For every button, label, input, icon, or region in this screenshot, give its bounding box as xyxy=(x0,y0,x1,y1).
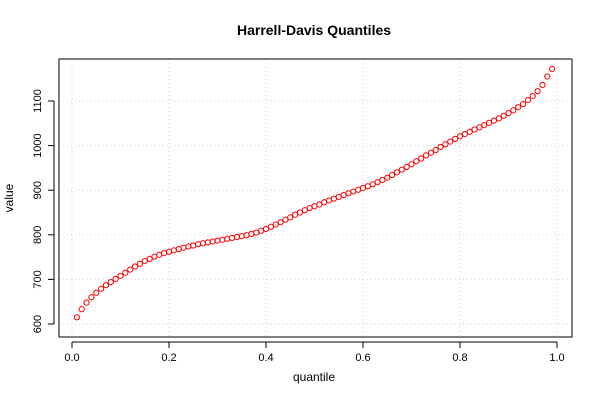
y-tick-label: 600 xyxy=(32,315,44,333)
data-point xyxy=(209,238,216,245)
data-point xyxy=(510,107,517,114)
data-point xyxy=(296,209,304,216)
data-point xyxy=(534,88,541,95)
data-point xyxy=(398,166,405,173)
data-point xyxy=(262,225,270,233)
x-tick-label: 0.0 xyxy=(64,352,79,364)
data-point xyxy=(490,117,498,124)
data-point xyxy=(539,81,546,89)
data-point xyxy=(437,143,444,151)
data-point xyxy=(495,115,502,122)
data-point xyxy=(112,275,119,283)
data-point xyxy=(519,101,527,108)
data-point xyxy=(316,201,323,208)
y-tick-label: 1100 xyxy=(32,89,44,113)
data-point xyxy=(442,141,449,148)
data-point xyxy=(408,161,415,168)
data-point xyxy=(486,119,493,126)
y-tick-label: 1000 xyxy=(32,133,44,157)
data-point xyxy=(393,169,401,176)
data-point xyxy=(224,235,231,242)
data-point xyxy=(384,174,391,181)
grid-lines xyxy=(59,59,572,337)
data-point xyxy=(549,65,556,72)
data-point xyxy=(529,92,536,100)
data-point xyxy=(195,241,202,248)
data-point xyxy=(136,260,143,267)
data-point xyxy=(146,255,153,262)
x-tick-label: 0.2 xyxy=(161,352,176,364)
data-point xyxy=(127,266,134,273)
y-tick-label: 800 xyxy=(32,226,44,244)
plot-frame xyxy=(58,58,573,338)
data-point xyxy=(369,181,376,188)
data-point xyxy=(102,282,110,289)
data-point xyxy=(73,314,80,321)
data-point xyxy=(471,126,478,133)
data-point xyxy=(238,233,245,240)
data-point xyxy=(277,219,284,226)
y-axis-label: value xyxy=(2,183,16,212)
data-point xyxy=(461,130,468,138)
data-point xyxy=(233,233,240,241)
x-tick-label: 0.8 xyxy=(452,352,467,364)
data-point xyxy=(389,171,396,179)
x-tick-label: 0.6 xyxy=(355,352,370,364)
data-point xyxy=(500,112,507,119)
data-point xyxy=(524,97,532,104)
data-point xyxy=(301,207,308,214)
data-point xyxy=(422,152,430,159)
data-point xyxy=(447,138,454,145)
data-point xyxy=(282,216,289,223)
y-tick-label: 700 xyxy=(32,270,44,288)
data-points xyxy=(73,65,556,321)
y-axis: 600 700 800 900 1000 1100 xyxy=(32,89,55,333)
data-point xyxy=(379,176,386,184)
data-point xyxy=(481,121,488,129)
data-point xyxy=(272,221,279,228)
data-point xyxy=(292,211,299,218)
data-point xyxy=(466,128,473,135)
data-point xyxy=(117,272,124,279)
data-point xyxy=(98,285,105,292)
data-point xyxy=(403,163,410,171)
data-point xyxy=(131,263,139,270)
data-point xyxy=(413,158,420,165)
data-point xyxy=(185,243,192,250)
data-point xyxy=(505,109,512,117)
data-point xyxy=(418,155,425,162)
data-point xyxy=(107,278,114,286)
data-point xyxy=(476,124,483,131)
x-axis-label: quantile xyxy=(293,370,335,384)
data-point xyxy=(515,104,522,111)
data-point xyxy=(83,299,90,306)
x-tick-label: 0.4 xyxy=(258,352,273,364)
data-point xyxy=(427,149,434,156)
data-point xyxy=(78,306,85,313)
data-point xyxy=(374,179,381,186)
x-tick-label: 1.0 xyxy=(549,352,564,364)
data-point xyxy=(544,73,551,80)
data-point xyxy=(456,133,464,140)
data-point xyxy=(141,258,148,265)
data-point xyxy=(199,240,207,247)
chart-title: Harrell-Davis Quantiles xyxy=(237,22,391,38)
data-point xyxy=(219,236,226,243)
data-point xyxy=(214,237,221,244)
data-point xyxy=(432,146,439,154)
data-point xyxy=(452,135,459,143)
data-point xyxy=(93,289,100,296)
data-point xyxy=(267,223,274,230)
data-point xyxy=(88,294,95,301)
x-axis: 0.0 0.2 0.4 0.6 0.8 1.0 xyxy=(64,341,565,364)
data-point xyxy=(287,214,294,221)
y-tick-label: 900 xyxy=(32,181,44,199)
data-point xyxy=(204,239,211,246)
data-point xyxy=(122,269,129,276)
data-point xyxy=(228,234,236,242)
